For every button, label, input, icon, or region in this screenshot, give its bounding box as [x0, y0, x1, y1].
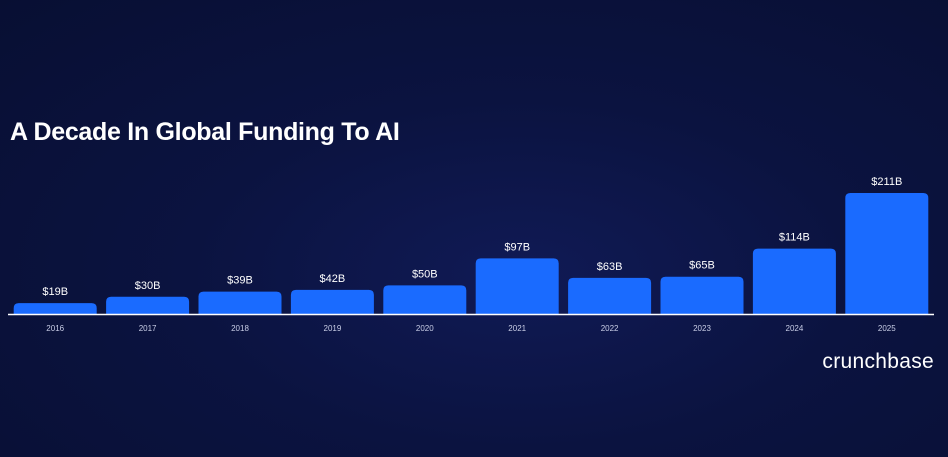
crunchbase-logo: crunchbase	[822, 350, 934, 373]
bar-2021	[475, 258, 559, 314]
x-tick-label-2016: 2016	[46, 324, 64, 333]
x-tick-label-2019: 2019	[324, 324, 342, 333]
x-tick-label-2021: 2021	[508, 324, 526, 333]
bar-2023	[660, 276, 744, 314]
x-tick-label-2017: 2017	[139, 324, 157, 333]
x-tick-label-2025: 2025	[878, 324, 896, 333]
bar-2016	[13, 303, 97, 314]
x-tick-label-2018: 2018	[231, 324, 249, 333]
x-tick-label-2022: 2022	[601, 324, 619, 333]
value-label-2022: $63B	[597, 261, 623, 273]
chart-title: A Decade In Global Funding To AI	[10, 118, 400, 146]
value-label-2023: $65B	[689, 260, 715, 272]
bar-2017	[106, 296, 190, 314]
value-label-2017: $30B	[135, 280, 161, 292]
value-label-2025: $211B	[871, 176, 902, 188]
value-label-2024: $114B	[779, 232, 810, 244]
value-label-2019: $42B	[320, 273, 346, 285]
bar-2024	[752, 248, 836, 314]
x-tick-label-2024: 2024	[786, 324, 804, 333]
bar-2022	[568, 277, 652, 314]
bar-2018	[198, 291, 282, 314]
value-label-2020: $50B	[412, 268, 438, 280]
value-label-2016: $19B	[42, 286, 68, 298]
x-tick-label-2023: 2023	[693, 324, 711, 333]
x-tick-label-2020: 2020	[416, 324, 434, 333]
bar-2020	[383, 285, 467, 314]
value-label-2021: $97B	[504, 241, 530, 253]
bar-2019	[290, 289, 374, 314]
value-label-2018: $39B	[227, 275, 253, 287]
bar-2025	[845, 193, 929, 314]
